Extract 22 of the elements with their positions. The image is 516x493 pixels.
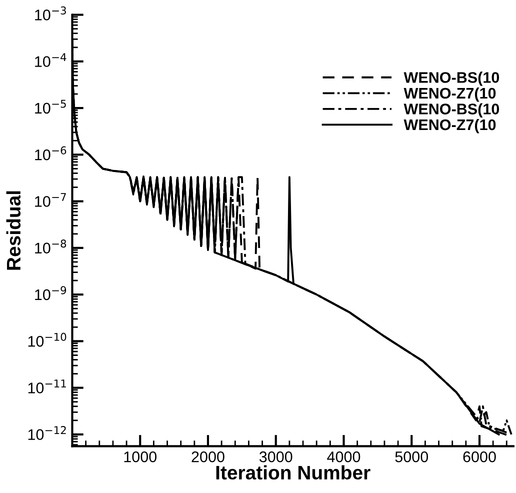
x-tick-label: 4000	[327, 451, 360, 462]
y-tick-label: 10$^{−7}$	[35, 193, 66, 207]
y-tick-label: 10$^{−5}$	[35, 100, 66, 114]
y-tick-label: 10$^{−6}$	[35, 146, 66, 160]
legend-label: WENO-Z7(10	[404, 87, 496, 102]
x-tick-label: 5000	[395, 451, 428, 462]
y-tick-label: 10$^{−4}$	[35, 53, 66, 67]
y-tick-label: 10$^{−3}$	[35, 6, 66, 20]
x-tick-label: 6000	[463, 451, 496, 462]
y-tick-label: 10$^{−9}$	[35, 286, 66, 300]
y-tick-label: 10$^{−11}$	[28, 380, 66, 394]
y-axis-title: Residual	[6, 191, 21, 270]
x-tick-label: 2000	[192, 451, 224, 462]
x-tick-label: 3000	[259, 451, 292, 462]
legend-label: WENO-Z7(10	[404, 118, 496, 134]
x-tick-label: 1000	[124, 451, 157, 462]
y-tick-label: 10$^{−12}$	[28, 426, 66, 440]
x-axis-title: Iteration Number	[216, 465, 370, 480]
legend-label: WENO-BS(10	[404, 72, 500, 86]
legend-label: WENO-BS(10	[404, 103, 500, 118]
y-tick-label: 10$^{−10}$	[28, 332, 66, 347]
y-tick-label: 10$^{−8}$	[35, 240, 66, 254]
